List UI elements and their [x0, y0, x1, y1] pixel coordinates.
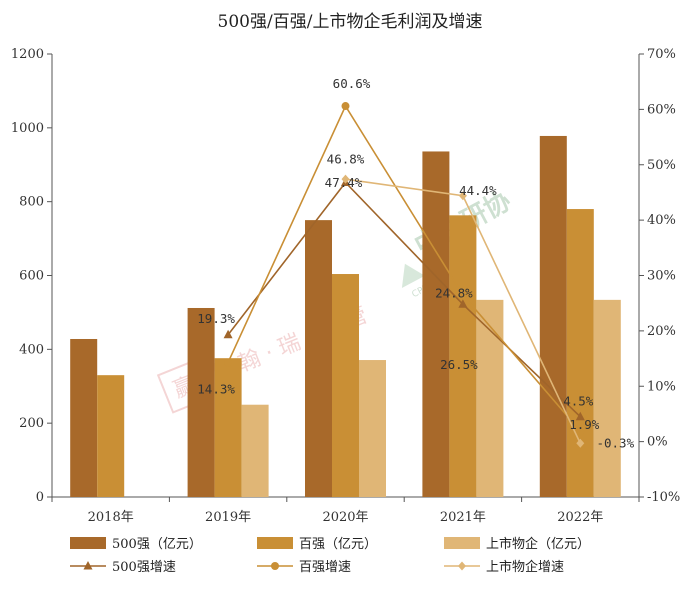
bar — [593, 299, 621, 497]
y-tick-label: 0 — [36, 490, 44, 505]
point-triangle — [223, 329, 233, 339]
legend-label: 上市物企（亿元） — [486, 536, 590, 552]
data-label: 26.5% — [440, 357, 478, 372]
bar — [97, 375, 125, 497]
legend: 500强（亿元） 百强（亿元） 上市物企（亿元） 500强增速 百强增速 上市物企增速 — [70, 536, 590, 575]
legend-swatch — [70, 537, 106, 549]
y-tick-label: 1200 — [11, 47, 44, 62]
bar — [187, 307, 215, 497]
x-tick-label: 2019年 — [205, 510, 251, 525]
y-tick-label: 1000 — [11, 121, 44, 136]
point-diamond — [576, 438, 585, 448]
growth-lines — [223, 102, 585, 448]
bar — [359, 360, 386, 497]
legend-label: 百强增速 — [299, 560, 351, 575]
y2-tick-label: -10% — [647, 490, 680, 505]
legend-label: 500强增速 — [112, 560, 176, 575]
legend-marker — [271, 562, 279, 570]
data-label: 4.5% — [563, 394, 594, 409]
y2-tick-label: 30% — [647, 269, 676, 284]
data-label: 19.3% — [197, 311, 235, 326]
y-tick-label: 800 — [19, 195, 44, 210]
y2-tick-label: 10% — [647, 379, 676, 394]
y-tick-label: 200 — [19, 416, 44, 431]
bar — [539, 135, 567, 497]
legend-label: 上市物企增速 — [486, 559, 564, 575]
y2-tick-label: 20% — [647, 324, 676, 339]
chart-title: 500强/百强/上市物企毛利润及增速 — [218, 12, 483, 32]
bar — [332, 274, 359, 497]
bars — [70, 135, 621, 498]
point-circle — [224, 358, 233, 367]
bar — [449, 215, 477, 497]
data-label: 14.3% — [197, 381, 235, 396]
y2-tick-label: 40% — [647, 213, 676, 228]
bar — [70, 338, 98, 497]
y2-tick-label: 50% — [647, 158, 676, 173]
point-triangle — [458, 299, 468, 308]
legend-marker — [458, 561, 466, 571]
data-label: 1.9% — [569, 417, 600, 432]
data-labels: 19.3% 46.8% 24.8% 4.5% 14.3% 60.6% 26.5% 1.9% 47… — [197, 76, 634, 450]
bar — [566, 209, 594, 498]
point-circle — [576, 427, 585, 436]
bar — [305, 220, 332, 497]
x-tick-label: 2022年 — [557, 510, 603, 525]
point-diamond — [458, 191, 467, 201]
point-circle — [341, 102, 350, 111]
axes: 0 200 400 600 800 1000 1200 -10% 0% 10% 20% 30% 40% 5… — [11, 47, 680, 525]
data-label: 60.6% — [333, 76, 371, 91]
y-tick-label: 400 — [19, 342, 44, 357]
data-label: -0.3% — [596, 435, 634, 450]
bar — [214, 358, 242, 497]
legend-label: 百强（亿元） — [299, 537, 377, 552]
legend-swatch — [444, 537, 480, 549]
point-triangle — [575, 411, 585, 421]
x-tick-label: 2020年 — [322, 510, 368, 525]
y-tick-label: 600 — [19, 269, 44, 284]
x-tick-label: 2018年 — [88, 510, 134, 525]
data-label: 24.8% — [435, 285, 473, 300]
data-label: 47.4% — [325, 175, 363, 190]
series-line — [227, 181, 581, 418]
point-circle — [458, 290, 467, 299]
point-diamond — [341, 174, 350, 184]
data-label: 46.8% — [327, 151, 365, 166]
bar — [422, 151, 450, 497]
data-label: 44.4% — [459, 183, 497, 198]
bar — [241, 404, 269, 497]
legend-marker — [83, 561, 93, 570]
legend-swatch — [257, 537, 293, 549]
y2-tick-label: 70% — [647, 47, 676, 62]
series-line — [227, 104, 581, 432]
y2-tick-label: 60% — [647, 102, 676, 117]
legend-label: 500强（亿元） — [112, 537, 202, 552]
x-tick-label: 2021年 — [440, 510, 486, 525]
y2-tick-label: 0% — [647, 435, 668, 450]
bar — [476, 299, 504, 497]
